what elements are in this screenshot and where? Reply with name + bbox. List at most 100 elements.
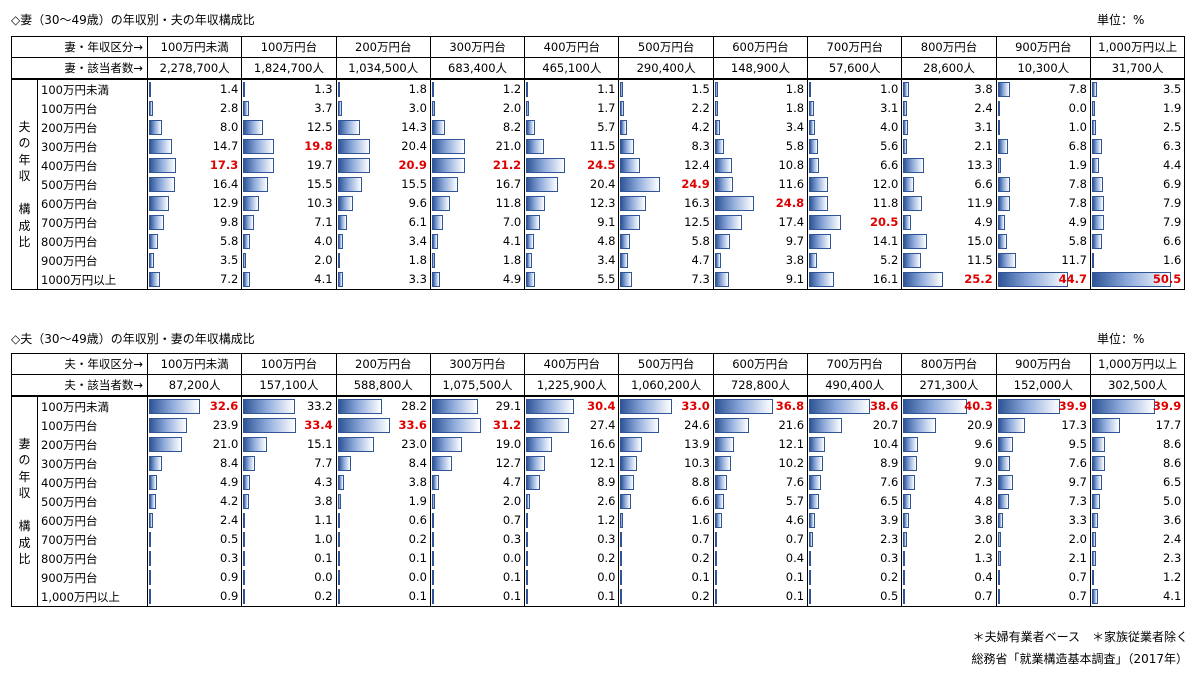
table1-value-cell: 1.9 <box>1089 99 1186 118</box>
table1-value-label: 7.0 <box>502 215 522 229</box>
table1-value-label: 2.8 <box>220 101 239 115</box>
table2-bar <box>243 532 246 547</box>
table1-row: 800万円台 5.8 4.0 3.4 4.1 4.8 5.8 9.7 14.1 15.0 5.8 6.… <box>12 232 1186 251</box>
table2-count-cell: 1,075,500人 <box>429 374 526 397</box>
table2-value-label: 0.5 <box>220 532 239 546</box>
table2-value-label: 17.7 <box>1155 418 1182 432</box>
table2-value-label: 30.4 <box>587 399 616 413</box>
table2-bar <box>809 437 826 452</box>
table1-value-label: 16.7 <box>495 177 522 191</box>
table1-value-cell: 1.0 <box>995 118 1091 137</box>
table2-value-label: 7.6 <box>880 475 899 489</box>
table2-bar <box>431 418 481 433</box>
table1-column-header: 600万円台 <box>712 36 809 58</box>
table1-bar <box>714 177 733 192</box>
table2-bar <box>809 570 812 585</box>
table1-value-label: 11.5 <box>967 253 993 267</box>
table2-value-cell: 4.8 <box>901 492 997 511</box>
table2-column-header: 600万円台 <box>712 353 809 375</box>
table2-bar <box>1091 551 1096 566</box>
table2-value-cell: 1.6 <box>618 511 714 530</box>
table2-value-cell: 0.7 <box>901 587 997 607</box>
table1-bar <box>997 234 1007 249</box>
table1-value-cell: 7.0 <box>429 213 526 232</box>
table1-value-cell: 4.4 <box>1089 156 1186 175</box>
table1-value-label: 6.8 <box>1068 139 1087 153</box>
table2-value-cell: 33.2 <box>241 395 337 416</box>
table1-value-label: 1.0 <box>880 82 899 96</box>
table2-value-cell: 20.9 <box>901 416 997 435</box>
table1-bar <box>1091 272 1172 287</box>
table2-value-label: 9.5 <box>1068 437 1087 451</box>
table1-value-cell: 14.7 <box>146 137 243 156</box>
table2-value-label: 21.0 <box>212 437 239 451</box>
table1-value-cell: 15.5 <box>241 175 337 194</box>
table2-row-label: 700万円台 <box>37 530 148 549</box>
table2-bar <box>809 513 816 528</box>
table2-bar <box>620 418 660 433</box>
table1-bar <box>809 158 820 173</box>
table2-bar <box>997 589 1000 604</box>
table2-bar <box>526 475 541 490</box>
table2-unit: 単位：% <box>1097 332 1145 346</box>
table2-value-label: 17.3 <box>1061 418 1087 432</box>
table2-bar <box>714 513 722 528</box>
table2-value-cell: 23.9 <box>146 416 243 435</box>
table1-value-label: 8.3 <box>691 139 710 153</box>
table1-bar <box>243 215 255 230</box>
table2-value-label: 5.7 <box>785 494 805 508</box>
table1-row: 500万円台 16.4 15.5 15.5 16.7 20.4 24.9 11.6 12.0 6.… <box>12 175 1186 194</box>
table2-value-label: 3.9 <box>880 513 899 527</box>
table2-count-cell: 302,500人 <box>1089 374 1186 397</box>
table2-value-label: 39.9 <box>1058 399 1087 413</box>
table2-value-cell: 4.6 <box>712 511 809 530</box>
table2-bar <box>620 494 631 509</box>
table2-bar <box>620 589 623 604</box>
table2-value-label: 0.6 <box>408 513 427 527</box>
table1-value-label: 5.7 <box>597 120 616 134</box>
table1-value-label: 1.5 <box>691 82 710 96</box>
table2-value-cell: 0.1 <box>335 549 431 568</box>
table1-value-label: 6.1 <box>408 215 427 229</box>
table1-column-header: 1,000万円以上 <box>1089 36 1186 58</box>
table2-value-label: 24.6 <box>684 418 710 432</box>
table2-bar <box>1091 418 1120 433</box>
table2-value-label: 0.1 <box>408 589 427 603</box>
table2-value-cell: 1.9 <box>335 492 431 511</box>
table2-bar <box>1091 532 1096 547</box>
table2: 夫・年収区分→ 100万円未満 100万円台 200万円台 300万円台 400万円台 50… <box>11 353 1186 607</box>
table1-bar <box>714 120 721 135</box>
table1-value-cell: 10.3 <box>241 194 337 213</box>
table1-unit: 単位：% <box>1097 13 1145 27</box>
table1-bar <box>526 272 535 287</box>
table1-value-label: 1.8 <box>408 82 427 96</box>
table2-bar <box>620 570 623 585</box>
table1-value-cell: 10.8 <box>712 156 809 175</box>
table1-value-label: 5.8 <box>220 234 239 248</box>
table2-value-cell: 1.2 <box>1089 568 1186 587</box>
table2-value-label: 40.3 <box>964 399 993 413</box>
table1-bar <box>620 82 623 97</box>
table2-value-label: 0.2 <box>314 589 333 603</box>
table2-value-cell: 0.1 <box>524 587 620 607</box>
table2-value-label: 3.6 <box>1162 513 1182 527</box>
table1-value-cell: 5.8 <box>712 137 809 156</box>
table2-value-label: 31.2 <box>492 418 522 432</box>
table1-value-label: 5.5 <box>597 272 616 286</box>
table2-value-label: 3.8 <box>974 513 993 527</box>
table2-value-label: 13.9 <box>684 437 710 451</box>
table1-value-label: 12.5 <box>306 120 333 134</box>
table1-bar <box>903 139 907 154</box>
table1-row-label: 100万円未満 <box>37 78 148 99</box>
table1-row: 900万円台 3.5 2.0 1.8 1.8 3.4 4.7 3.8 5.2 11.5 11.7 1.… <box>12 251 1186 270</box>
table1-value-label: 3.4 <box>785 120 805 134</box>
table1-bar <box>431 253 435 268</box>
table1-value-cell: 16.4 <box>146 175 243 194</box>
table2-value-cell: 2.4 <box>146 511 243 530</box>
table1-bar <box>903 234 927 249</box>
table2-value-label: 4.2 <box>220 494 239 508</box>
table2-value-cell: 0.1 <box>429 568 526 587</box>
table1-value-label: 3.4 <box>408 234 427 248</box>
table2-value-label: 9.7 <box>1068 475 1087 489</box>
table1-count-cell: 2,278,700人 <box>146 57 243 80</box>
